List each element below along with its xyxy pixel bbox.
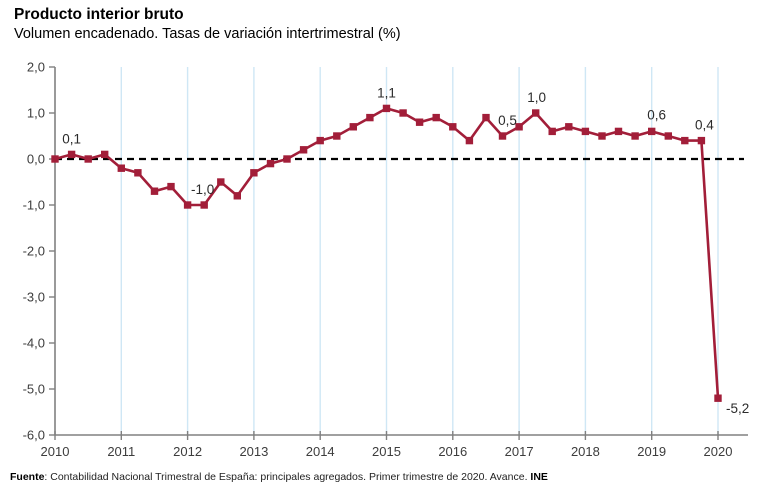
y-axis-tick-label: -5,0 [23,382,45,397]
x-axis-tick-label: 2018 [571,444,600,459]
data-point-marker [548,127,556,136]
data-point-marker [150,187,159,195]
data-point-marker [101,150,109,159]
data-point-marker [614,127,623,136]
y-axis-tick-label: -6,0 [23,428,45,443]
data-point-marker [266,159,275,168]
chart-subtitle: Volumen encadenado. Tasas de variación i… [14,26,401,42]
x-axis-tick-label: 2016 [438,444,467,459]
source-note: Fuente: Contabilidad Nacional Trimestral… [10,471,548,483]
y-axis-tick-label: 2,0 [27,60,45,75]
data-point-marker [283,155,291,163]
data-point-marker [117,164,125,172]
data-point-marker [134,169,142,177]
source-label: Fuente [10,471,45,483]
data-point-marker [415,118,424,126]
data-point-marker [482,113,490,122]
y-axis-tick-label: -3,0 [23,290,45,305]
data-point-marker [333,132,341,140]
data-point-marker [366,113,374,122]
data-point-label: 0,5 [498,113,517,128]
y-axis-tick-label: 0,0 [27,152,45,167]
x-axis-tick-label: 2015 [372,444,401,459]
source-org: INE [530,471,548,483]
data-point-marker [498,132,507,140]
data-point-marker [217,178,225,186]
data-point-marker [432,113,440,122]
data-point-marker [714,394,722,402]
data-point-marker [316,136,324,145]
data-point-marker [449,123,457,131]
x-axis-tick-label: 2017 [505,444,534,459]
x-axis-tick-label: 2012 [173,444,202,459]
data-point-label: 1,0 [527,90,546,105]
y-axis-tick-label: -1,0 [23,198,45,213]
data-point-marker [465,136,474,145]
data-point-marker [51,155,59,163]
x-axis-tick-label: 2010 [41,444,70,459]
data-point-marker [532,109,540,117]
data-point-marker [598,132,606,140]
y-axis-tick-label: -4,0 [23,336,45,351]
data-point-marker [167,182,175,191]
data-point-marker [349,123,357,131]
data-point-label: 0,6 [647,107,666,122]
data-point-marker [84,155,92,163]
data-point-marker [382,104,391,113]
data-point-marker [664,132,672,140]
x-axis-tick-label: 2013 [239,444,268,459]
data-point-marker [515,123,523,131]
data-point-label: 1,1 [377,85,396,100]
data-point-marker [581,127,590,136]
x-axis-tick-label: 2011 [107,444,135,459]
x-axis-tick-label: 2020 [704,444,733,459]
data-point-marker [200,201,208,209]
data-point-label: 0,4 [695,118,714,133]
y-axis-tick-label: -2,0 [23,244,45,259]
data-point-marker [183,201,192,209]
data-point-label: 0,1 [62,131,81,146]
chart-title: Producto interior bruto [14,6,184,23]
data-point-marker [697,136,706,145]
data-point-marker [233,192,241,200]
data-point-label: -5,2 [726,401,749,416]
data-point-marker [648,127,656,136]
x-axis-tick-label: 2014 [306,444,335,459]
data-point-marker [399,109,407,117]
x-axis-tick-label: 2019 [637,444,666,459]
data-point-marker [250,169,258,177]
data-point-marker [565,123,573,131]
y-axis-tick-label: 1,0 [27,106,45,121]
data-point-label: -1,0 [191,182,214,197]
source-text: : Contabilidad Nacional Trimestral de Es… [44,471,531,483]
data-point-marker [681,136,689,145]
data-point-marker [67,150,76,159]
data-point-marker [631,132,639,140]
data-point-marker [299,146,308,154]
